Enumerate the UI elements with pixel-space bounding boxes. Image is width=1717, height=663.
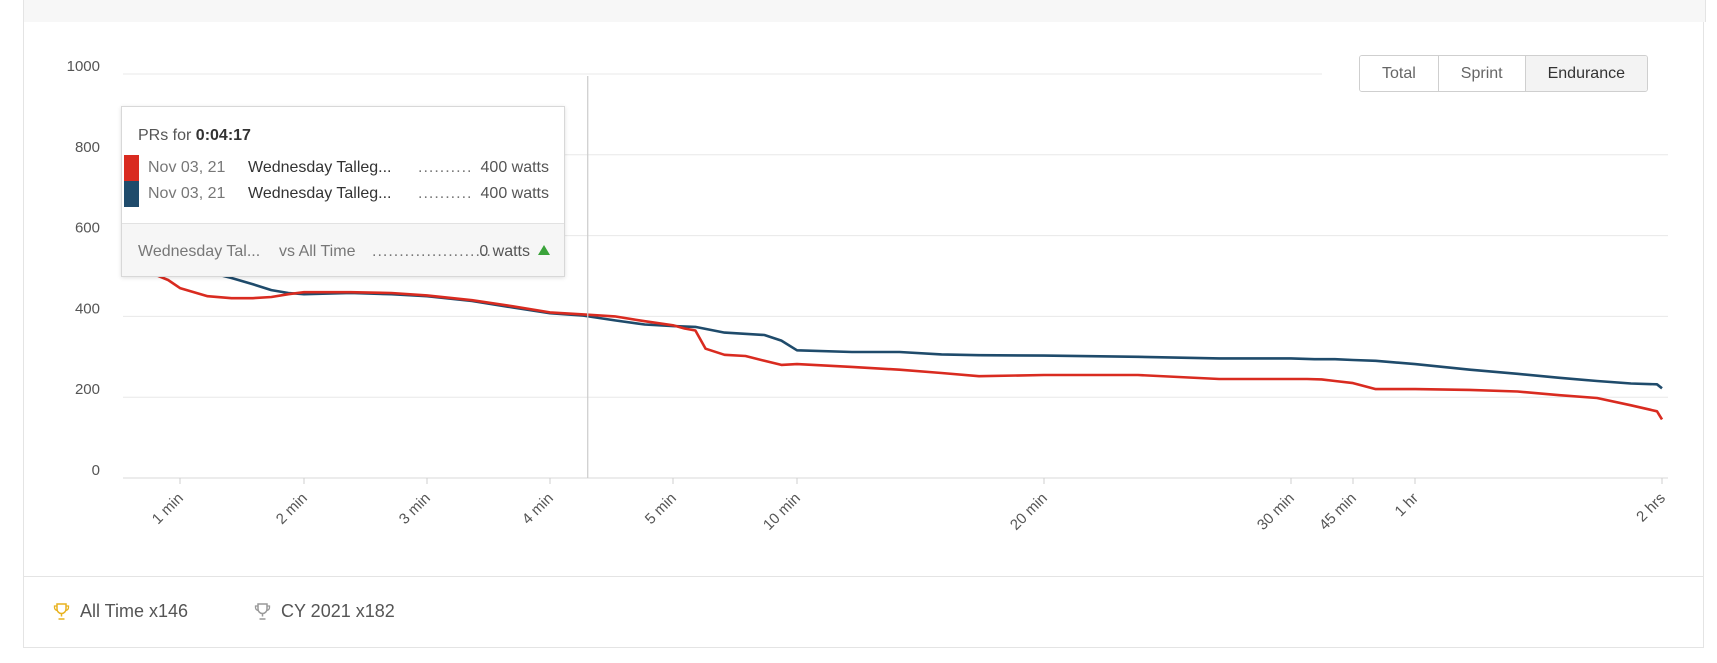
tooltip-row-name: Wednesday Talleg... [248,185,392,202]
x-tick-label: 2 min [273,490,311,528]
x-tick-label: 5 min [642,490,680,528]
tooltip-row-dots: .......... [418,159,473,176]
x-tick-label: 3 min [396,490,434,528]
x-tick-label: 20 min [1007,490,1051,534]
y-tick-label: 800 [75,139,100,156]
tooltip-footer-vs: vs All Time [279,243,356,260]
top-band [23,0,1706,22]
x-tick-label: 2 hrs [1633,490,1669,526]
series-swatch-blue [124,181,139,207]
tooltip-row-value: 400 watts [480,159,549,176]
tooltip-title: PRs for 0:04:17 [138,127,251,145]
tooltip-title-prefix: PRs for [138,127,192,144]
y-tick-label: 1000 [67,58,100,75]
tooltip-footer-ride: Wednesday Tal... [138,243,261,260]
tooltip-row-name: Wednesday Talleg... [248,159,392,176]
series-swatch-red [124,155,139,181]
series-line [122,254,1664,421]
tooltip-row-dots: .......... [418,185,473,202]
tooltip-row-date: Nov 03, 21 [148,159,226,176]
toggle-sprint[interactable]: Sprint [1438,56,1526,91]
tooltip-title-time: 0:04:17 [195,127,251,144]
tooltip-row: Nov 03, 21 Wednesday Talleg... .........… [122,181,564,207]
x-tick-label: 30 min [1254,490,1298,534]
x-tick-label: 4 min [519,490,557,528]
y-tick-label: 200 [75,381,100,398]
y-tick-label: 400 [75,300,100,317]
triangle-up-icon [538,245,550,255]
y-tick-label: 0 [92,462,100,479]
trophy-icon [53,602,70,620]
tooltip-footer: Wednesday Tal... vs All Time ...........… [122,223,564,276]
y-tick-label: 600 [75,220,100,237]
range-toggle: Total Sprint Endurance [1359,55,1648,92]
footer-divider [23,576,1704,577]
badge-cy-2021[interactable]: CY 2021 x182 [254,601,395,622]
tooltip-row: Nov 03, 21 Wednesday Talleg... .........… [122,155,564,181]
tooltip-row-value: 400 watts [480,185,549,202]
toggle-endurance[interactable]: Endurance [1525,56,1647,91]
chart-card [23,22,1704,648]
series-line [121,146,1663,390]
chart-tooltip: PRs for 0:04:17 Nov 03, 21 Wednesday Tal… [121,106,565,277]
x-tick-label: 10 min [760,490,804,534]
toggle-total[interactable]: Total [1360,56,1439,91]
badge-all-time[interactable]: All Time x146 [53,601,188,622]
badge-cy-2021-label: CY 2021 x182 [281,601,395,621]
x-tick-label: 45 min [1316,490,1360,534]
trophy-icon [254,602,271,620]
x-tick-label: 1 min [149,490,187,528]
tooltip-footer-value: 0 watts [479,243,530,260]
tooltip-row-date: Nov 03, 21 [148,185,226,202]
tooltip-footer-dots: ...................... [372,243,492,260]
x-tick-label: 1 hr [1392,490,1422,520]
badge-all-time-label: All Time x146 [80,601,189,621]
